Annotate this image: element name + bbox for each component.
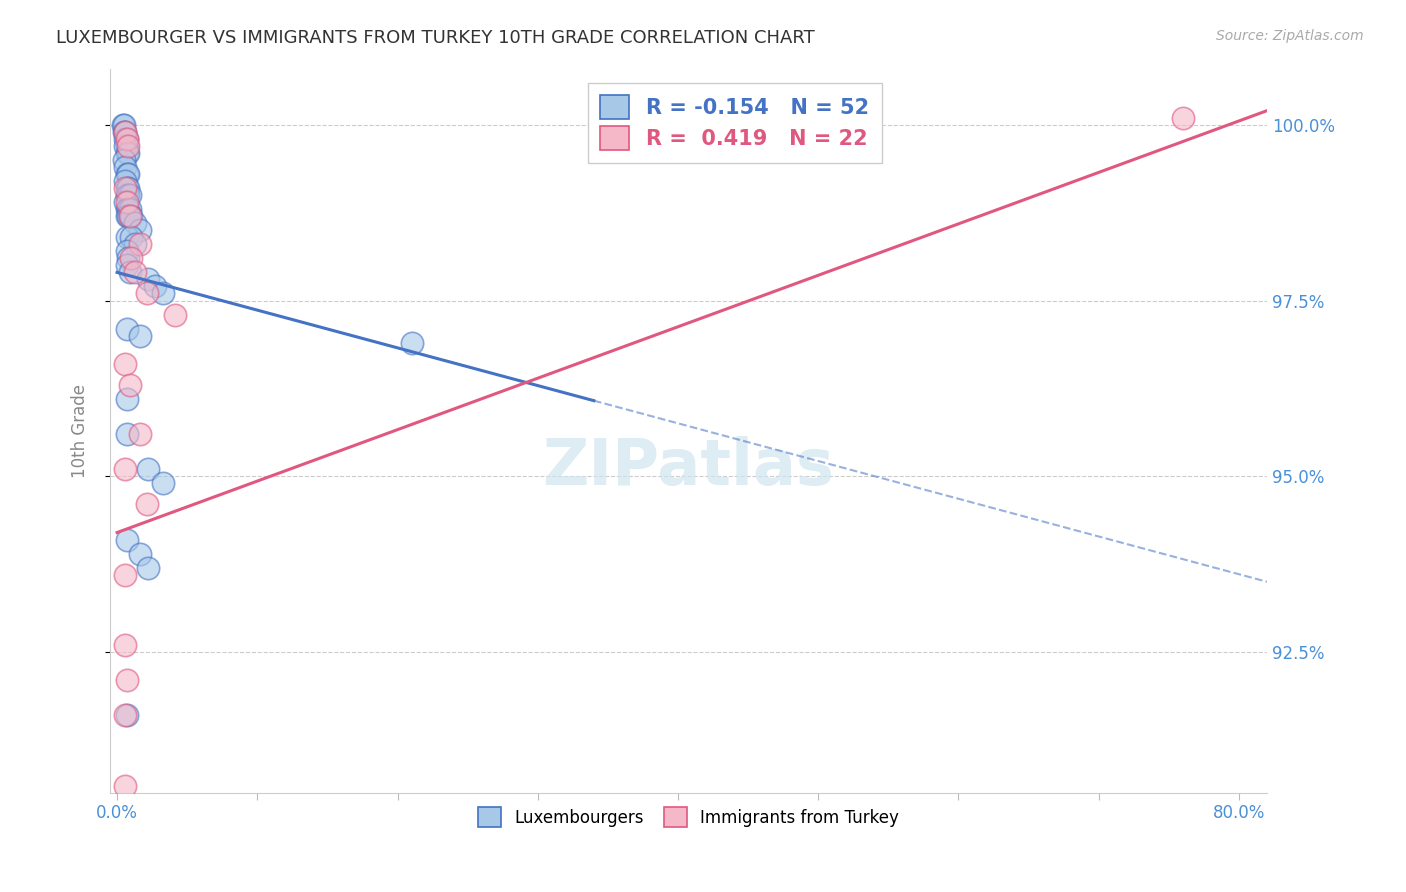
Point xyxy=(117,188,139,202)
Point xyxy=(128,328,150,343)
Point xyxy=(115,132,138,146)
Point xyxy=(114,462,136,476)
Point xyxy=(136,462,159,476)
Point xyxy=(118,377,141,392)
Point xyxy=(117,139,139,153)
Point xyxy=(115,188,138,202)
Point xyxy=(128,427,150,442)
Point xyxy=(120,209,142,223)
Point xyxy=(124,237,146,252)
Point xyxy=(112,153,135,167)
Text: LUXEMBOURGER VS IMMIGRANTS FROM TURKEY 10TH GRADE CORRELATION CHART: LUXEMBOURGER VS IMMIGRANTS FROM TURKEY 1… xyxy=(56,29,815,46)
Point xyxy=(115,230,138,244)
Point xyxy=(115,259,138,273)
Point xyxy=(112,125,135,139)
Point xyxy=(114,132,136,146)
Y-axis label: 10th Grade: 10th Grade xyxy=(72,384,89,477)
Point xyxy=(114,125,136,139)
Point xyxy=(136,272,159,286)
Point xyxy=(115,195,138,210)
Point xyxy=(117,145,139,160)
Point xyxy=(114,708,136,723)
Point xyxy=(1171,111,1194,125)
Point xyxy=(114,779,136,793)
Point xyxy=(114,357,136,371)
Point xyxy=(117,209,139,223)
Point xyxy=(115,181,138,195)
Point xyxy=(135,497,157,511)
Point xyxy=(114,174,136,188)
Point xyxy=(114,195,136,210)
Point xyxy=(117,167,139,181)
Point xyxy=(115,533,138,547)
Text: Source: ZipAtlas.com: Source: ZipAtlas.com xyxy=(1216,29,1364,43)
Point xyxy=(401,335,423,350)
Point xyxy=(124,216,146,230)
Point xyxy=(115,209,138,223)
Point xyxy=(115,673,138,688)
Point xyxy=(128,547,150,561)
Point xyxy=(115,708,138,723)
Point xyxy=(118,188,141,202)
Point xyxy=(111,118,134,132)
Point xyxy=(124,265,146,279)
Point xyxy=(114,125,136,139)
Point xyxy=(117,181,139,195)
Text: ZIPatlas: ZIPatlas xyxy=(543,436,835,498)
Point xyxy=(163,308,186,322)
Point xyxy=(115,427,138,442)
Point xyxy=(120,230,142,244)
Point xyxy=(152,286,174,301)
Legend: Luxembourgers, Immigrants from Turkey: Luxembourgers, Immigrants from Turkey xyxy=(470,799,908,835)
Point xyxy=(114,638,136,652)
Point xyxy=(152,476,174,491)
Point xyxy=(118,265,141,279)
Point xyxy=(112,118,135,132)
Point xyxy=(117,252,139,266)
Point xyxy=(114,139,136,153)
Point xyxy=(115,139,138,153)
Point xyxy=(120,252,142,266)
Point xyxy=(115,202,138,216)
Point xyxy=(115,392,138,406)
Point xyxy=(115,321,138,335)
Point xyxy=(117,202,139,216)
Point xyxy=(115,132,138,146)
Point xyxy=(135,286,157,301)
Point xyxy=(115,167,138,181)
Point xyxy=(114,181,136,195)
Point xyxy=(115,244,138,259)
Point xyxy=(143,279,166,293)
Point xyxy=(115,145,138,160)
Point xyxy=(136,560,159,574)
Point xyxy=(118,209,141,223)
Point xyxy=(114,567,136,582)
Point xyxy=(118,202,141,216)
Point xyxy=(128,237,150,252)
Point xyxy=(128,223,150,237)
Point xyxy=(118,209,141,223)
Point xyxy=(114,160,136,174)
